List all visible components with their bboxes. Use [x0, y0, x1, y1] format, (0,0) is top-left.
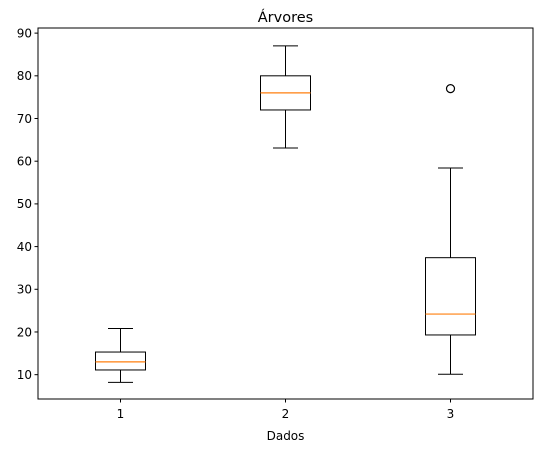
- x-axis: 1 2 3: [117, 399, 455, 421]
- boxes-group: [95, 45, 476, 383]
- x-tick-label: 2: [282, 407, 290, 421]
- y-tick-label: 70: [17, 112, 32, 126]
- x-axis-label: Dados: [267, 429, 305, 443]
- y-tick-label: 20: [17, 325, 32, 339]
- y-tick-label: 60: [17, 155, 32, 169]
- box: [95, 351, 146, 371]
- y-tick-label: 90: [17, 26, 32, 40]
- y-axis: 10 20 30 40 50 60 70 80 90: [17, 26, 38, 382]
- y-tick-label: 50: [17, 197, 32, 211]
- y-tick-label: 80: [17, 69, 32, 83]
- y-tick-label: 40: [17, 240, 32, 254]
- y-tick-label: 10: [17, 368, 32, 382]
- chart-title: Árvores: [258, 9, 313, 26]
- x-tick-label: 1: [117, 407, 125, 421]
- plot-area: [37, 27, 534, 400]
- x-tick-label: 3: [447, 407, 455, 421]
- box: [425, 257, 476, 336]
- y-tick-label: 30: [17, 283, 32, 297]
- outlier-point: [445, 84, 456, 94]
